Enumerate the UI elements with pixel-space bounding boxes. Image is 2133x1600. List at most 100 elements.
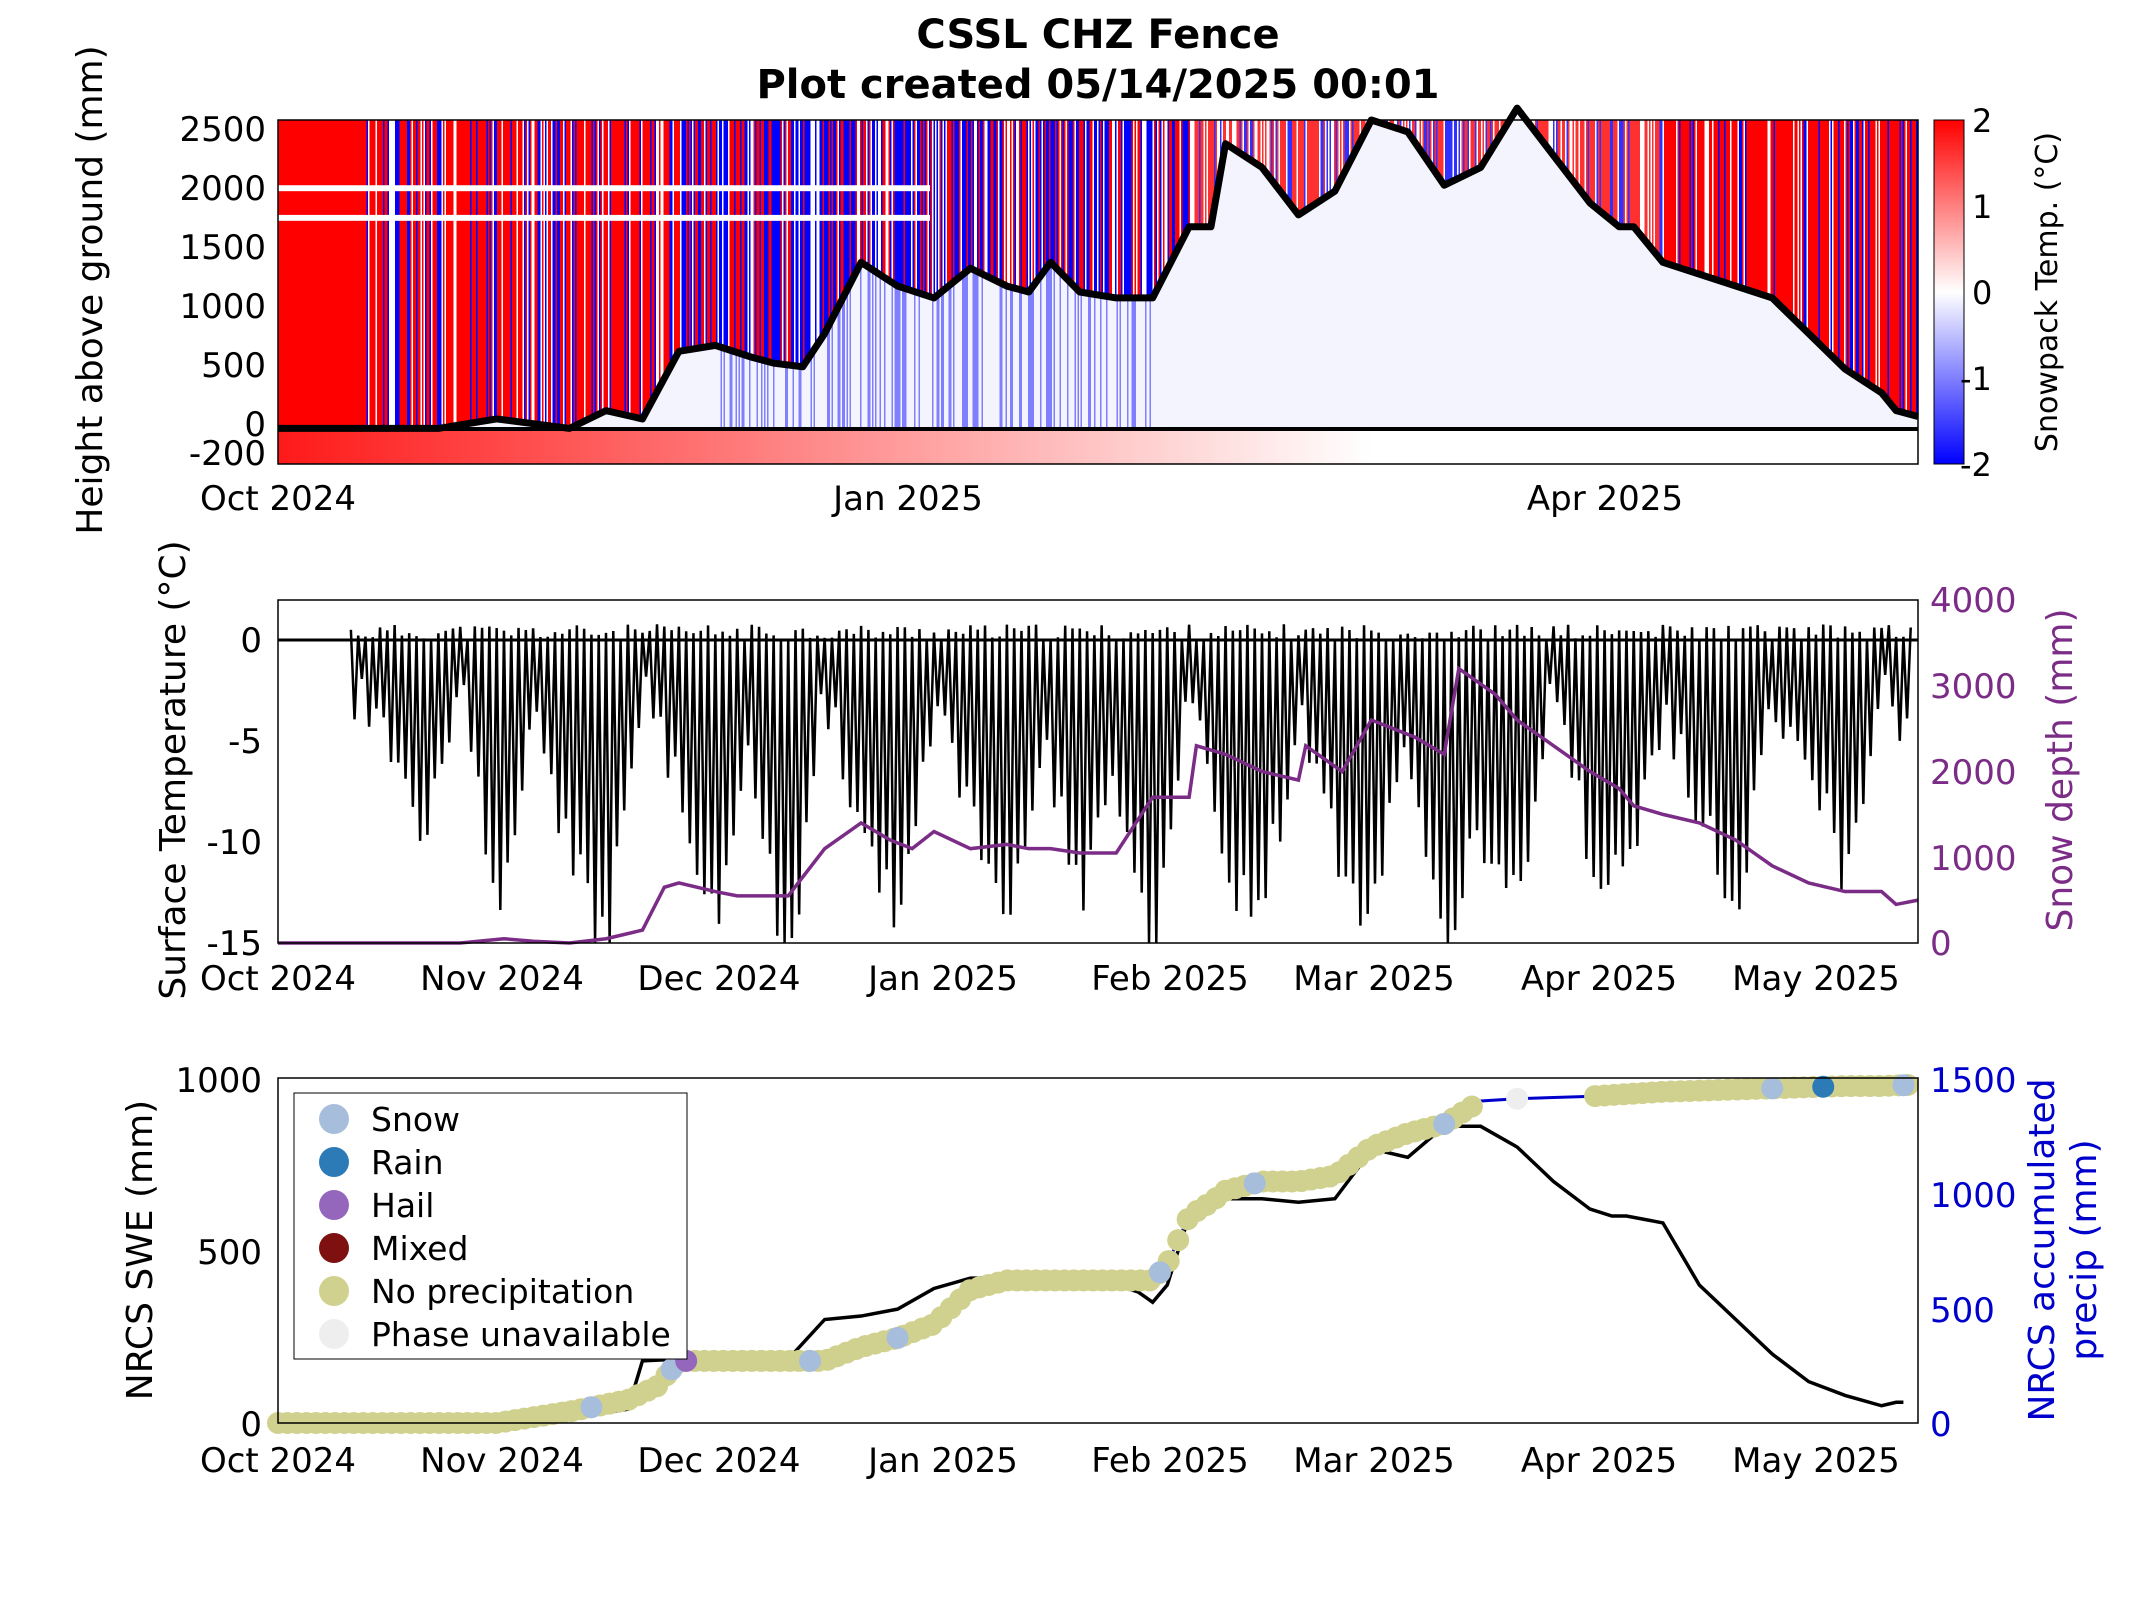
swe-ytick: 500 [197,1233,262,1273]
heatmap-column-air [1076,120,1078,289]
heatmap-column-air [848,120,850,288]
heatmap-column-soil [1659,428,1662,464]
heatmap-column-soil [917,428,919,464]
heatmap-column-air [1293,120,1296,209]
heatmap-column-soil [1472,428,1474,464]
heatmap-column-soil [1064,428,1066,464]
heatmap-column-air [387,120,390,429]
heatmap-column-soil [1524,428,1527,464]
heatmap-column-snowpack [669,368,672,429]
heatmap-column-snowpack [1349,162,1351,429]
heatmap-column-air [939,120,942,294]
heatmap-column-snowpack [1736,286,1738,429]
heatmap-column-soil [458,428,460,464]
heatmap-column-snowpack [1655,253,1657,429]
heatmap-column-soil [869,428,871,464]
heatmap-column-air [1773,120,1776,300]
heatmap-column-air [408,120,411,429]
heatmap-column-soil [1545,428,1548,464]
swe-xtick: Feb 2025 [1091,1441,1249,1481]
heatmap-column-air [1701,120,1704,276]
heatmap-column-soil [1647,428,1650,464]
heatmap-column-snowpack [1890,404,1893,429]
heatmap-column-soil [525,428,528,464]
heatmap-column-snowpack [1779,305,1782,429]
heatmap-yticks: 2500 2000 1500 1000 500 0 -200 [179,110,266,474]
heatmap-column-air [807,120,810,360]
heatmap-column-air [1121,120,1123,298]
heatmap-column-air [1791,120,1794,318]
heatmap-column-snowpack [711,345,714,429]
heatmap-column-soil [561,428,564,464]
heatmap-column-soil [1031,428,1033,464]
heatmap-column-air [372,120,375,429]
heatmap-column-soil [1061,428,1063,464]
heatmap-column-air [494,120,496,420]
heatmap-column-soil [909,428,912,464]
heatmap-column-snowpack [900,287,903,429]
heatmap-column-air [1872,120,1875,388]
heatmap-column-air [888,120,891,281]
heatmap-column-air [1781,120,1783,307]
heatmap-column-air [677,120,679,355]
heatmap-column-air [1199,120,1201,227]
heatmap-column-snowpack [1014,288,1017,429]
heatmap-snow-depth-line [278,104,1919,432]
legend-label: Snow [371,1100,460,1139]
heatmap-column-air [1913,120,1915,416]
heatmap-column-air [1559,120,1561,164]
heatmap-column-snowpack [1431,167,1434,429]
heatmap-column-soil [569,428,571,464]
heatmap-column-snowpack [1419,149,1422,429]
heatmap-column-soil [353,428,355,464]
heatmap-column-air [980,120,982,274]
heatmap-column-soil [306,428,309,464]
heatmap-column-snowpack [1199,226,1201,429]
heatmap-column-soil [734,428,736,464]
heatmap-column-snowpack [1320,200,1323,429]
heatmap-column-soil [399,428,402,464]
heatmap-column-snowpack [1346,168,1348,429]
phase-point-unavailable [1506,1087,1529,1110]
heatmap-column-snowpack [1181,242,1183,429]
heatmap-column-air [404,120,406,429]
heatmap-column-air [1911,120,1914,415]
heatmap-column-snowpack [1329,194,1332,429]
heatmap-column-air [582,120,585,423]
heatmap-column-soil [485,428,487,464]
heatmap-column-snowpack [1397,128,1399,429]
heatmap-column-snowpack [1385,124,1387,429]
heatmap-column-snowpack [1754,292,1756,429]
heatmap-ytick: 1500 [179,228,266,268]
heatmap-column-air [711,120,714,346]
heatmap-column-air [1856,120,1858,377]
heatmap-column-soil [1452,428,1455,464]
heatmap-column-snowpack [1629,226,1632,429]
heatmap-column-soil [1025,428,1027,464]
heatmap-column-soil [1851,428,1854,464]
heatmap-column-soil [1172,428,1174,464]
heatmap-column-air [851,120,853,282]
heatmap-column-soil [804,428,807,464]
colorbar-tick: 2 [1972,102,1992,140]
heatmap-column-air [420,120,423,429]
heatmap-column-air [1022,120,1024,291]
heatmap-column-soil [828,428,831,464]
heatmap-column-soil [1877,428,1879,464]
heatmap-column-air [1338,120,1341,184]
swe-xtick: Oct 2024 [200,1441,356,1481]
heatmap-column-soil [1100,428,1102,464]
heatmap-column-air [1311,120,1314,207]
heatmap-column-soil [1706,428,1708,464]
heatmap-column-soil [1253,428,1255,464]
heatmap-column-soil [1812,428,1815,464]
heatmap-column-snowpack [1133,297,1135,429]
heatmap-column-snowpack [1256,163,1258,429]
heatmap-column-soil [1478,428,1480,464]
heatmap-column-snowpack [726,349,729,429]
heatmap-column-soil [1517,428,1519,464]
heatmap-column-air [1652,120,1654,250]
heatmap-column-air [450,120,453,427]
heatmap-column-air [549,120,552,426]
heatmap-column-soil [1146,428,1149,464]
